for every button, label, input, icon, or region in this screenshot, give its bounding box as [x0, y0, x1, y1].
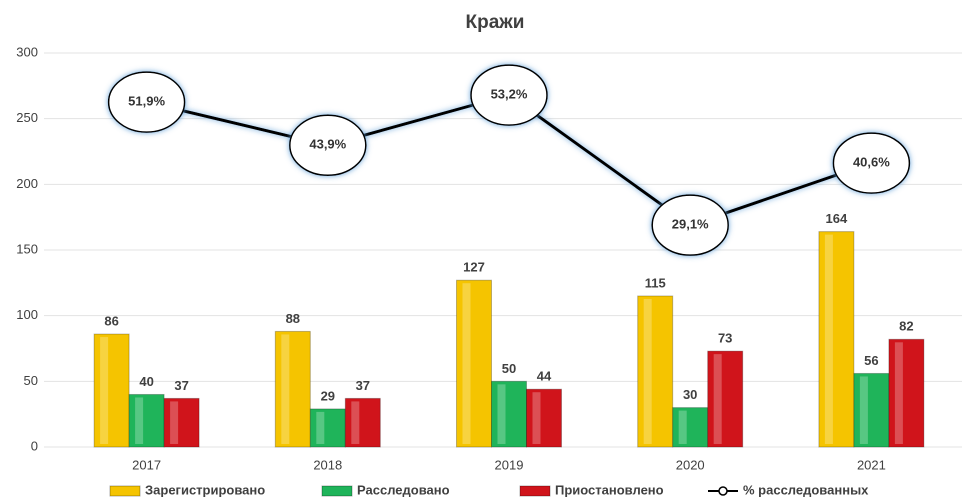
- bar: [637, 295, 674, 448]
- y-tick-label: 0: [31, 438, 38, 453]
- y-tick-label: 50: [24, 373, 38, 388]
- y-tick-label: 200: [16, 176, 38, 191]
- y-tick-label: 150: [16, 241, 38, 256]
- bar: [456, 279, 492, 448]
- legend-label: Приостановлено: [555, 482, 664, 497]
- x-tick-label: 2021: [857, 457, 886, 472]
- data-label: 29: [321, 388, 335, 403]
- data-label: 40: [139, 374, 153, 389]
- bar-highlight: [497, 384, 506, 444]
- bar-highlight: [281, 334, 290, 444]
- bar: [128, 393, 165, 448]
- data-label: 73: [718, 331, 732, 346]
- data-label: 43,9%: [309, 137, 346, 152]
- bar-highlight: [824, 234, 833, 444]
- bar: [707, 350, 744, 448]
- data-label: 86: [104, 313, 118, 328]
- bar: [309, 408, 346, 448]
- data-label: 40,6%: [853, 155, 890, 170]
- bar-highlight: [678, 410, 687, 444]
- line-marker: [289, 114, 367, 177]
- data-label: 127: [463, 260, 485, 275]
- line-marker: [832, 132, 911, 194]
- legend-swatch: [109, 485, 141, 497]
- data-label: 56: [864, 353, 878, 368]
- legend-swatch: [519, 485, 551, 497]
- chart-title: Кражи: [466, 12, 525, 33]
- legend-label: Зарегистрировано: [145, 482, 265, 497]
- bar: [526, 388, 562, 448]
- bar: [274, 330, 311, 448]
- bar-highlight: [316, 411, 325, 444]
- x-tick-label: 2020: [676, 457, 705, 472]
- x-tick-label: 2018: [313, 457, 342, 472]
- bar-highlight: [713, 354, 722, 444]
- bar: [163, 397, 200, 448]
- bar: [93, 333, 130, 448]
- bar: [672, 407, 709, 448]
- data-label: 29,1%: [672, 217, 709, 232]
- bar-highlight: [135, 397, 144, 444]
- legend-marker: [718, 486, 728, 496]
- bar: [853, 372, 890, 448]
- bar-highlight: [532, 392, 541, 444]
- data-label: 164: [826, 211, 848, 226]
- bar-highlight: [170, 401, 179, 444]
- x-tick-label: 2017: [132, 457, 161, 472]
- data-label: 115: [645, 275, 666, 290]
- data-label: 51,9%: [128, 94, 165, 109]
- bar-highlight: [859, 376, 868, 444]
- bar-highlight: [462, 283, 471, 444]
- bar-highlight: [894, 342, 903, 444]
- data-label: 37: [356, 378, 370, 393]
- bar: [344, 397, 381, 448]
- data-label: 53,2%: [491, 87, 528, 102]
- data-label: 50: [502, 361, 516, 376]
- x-tick-label: 2019: [495, 457, 524, 472]
- data-label: 37: [174, 378, 188, 393]
- bar-highlight: [100, 337, 109, 444]
- bar: [491, 380, 527, 448]
- y-tick-label: 250: [16, 110, 38, 125]
- bar-highlight: [643, 298, 652, 444]
- legend-swatch: [321, 485, 353, 497]
- y-tick-label: 100: [16, 307, 38, 322]
- bar-highlight: [351, 401, 360, 444]
- data-label: 44: [537, 369, 552, 384]
- line-marker: [470, 64, 548, 126]
- line-marker: [651, 194, 729, 256]
- y-tick-label: 300: [16, 44, 38, 59]
- bar: [888, 338, 925, 448]
- legend-label: Расследовано: [357, 482, 450, 497]
- data-label: 82: [899, 319, 913, 334]
- data-label: 88: [286, 311, 300, 326]
- line-marker: [107, 71, 186, 133]
- data-label: 30: [683, 387, 697, 402]
- bar: [818, 231, 855, 448]
- legend-label: % расследованных: [743, 482, 869, 497]
